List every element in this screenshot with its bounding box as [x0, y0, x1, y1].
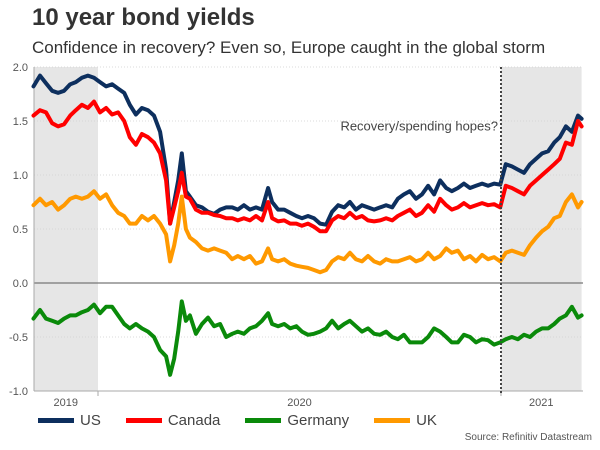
- legend-swatch-canada: [125, 418, 162, 423]
- x-tick-label: 2019: [54, 397, 78, 409]
- y-tick-label: 0.0: [13, 278, 28, 290]
- legend-item-uk: UK: [374, 412, 437, 429]
- y-tick-label: 2.0: [13, 62, 28, 74]
- legend: US Canada Germany UK: [38, 412, 462, 429]
- series-lines: [31, 73, 584, 377]
- annotation-label: Recovery/spending hopes?: [340, 118, 498, 133]
- legend-label-us: US: [80, 412, 101, 429]
- legend-label-uk: UK: [416, 412, 437, 429]
- y-tick-label: 1.0: [13, 170, 28, 182]
- x-tick-label: 2020: [287, 397, 311, 409]
- series-line-uk: [31, 189, 584, 275]
- grid-lines: 2.0 1.5 1.0 0.5 0.0 -0.5 -1.0: [9, 62, 583, 398]
- legend-swatch-uk: [374, 418, 411, 423]
- legend-swatch-us: [38, 418, 74, 423]
- y-tick-label: 0.5: [13, 224, 28, 236]
- legend-label-germany: Germany: [287, 412, 350, 429]
- legend-label-canada: Canada: [167, 412, 221, 429]
- y-tick-label: -0.5: [9, 332, 28, 344]
- legend-swatch-germany: [245, 418, 282, 423]
- legend-item-germany: Germany: [245, 412, 349, 429]
- source-note: Source: Refinitiv Datastream: [464, 432, 592, 443]
- x-tick-label: 2021: [529, 397, 553, 409]
- annotations: Recovery/spending hopes?: [340, 67, 502, 395]
- chart-subtitle: Confidence in recovery? Even so, Europe …: [32, 38, 546, 57]
- y-tick-label: 1.5: [13, 116, 28, 128]
- chart-title: 10 year bond yields: [32, 4, 255, 31]
- series-line-us: [31, 73, 584, 227]
- y-tick-label: -1.0: [9, 386, 28, 398]
- series-line-canada: [31, 99, 584, 234]
- axes: 2019 2020 2021: [33, 67, 583, 409]
- legend-item-us: US: [38, 412, 101, 429]
- series-line-germany: [31, 299, 584, 377]
- legend-item-canada: Canada: [125, 412, 221, 429]
